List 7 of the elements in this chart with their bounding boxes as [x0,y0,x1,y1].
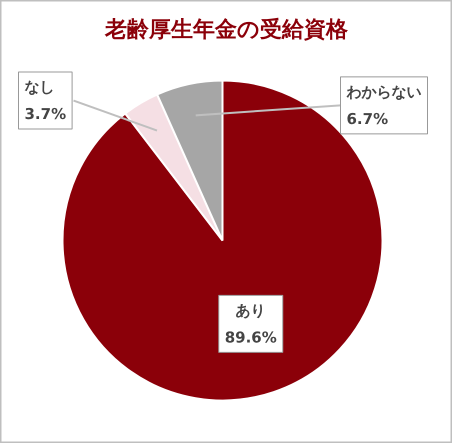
data-label: 6.7% [346,110,388,128]
data-label: 89.6% [224,328,277,346]
slice-label: わからない [346,82,422,101]
slice-label: なし [24,78,54,96]
slice-label: あり [236,301,266,320]
chart-title: 老齢厚生年金の受給資格 [104,18,349,42]
data-label: 3.7% [24,105,66,124]
